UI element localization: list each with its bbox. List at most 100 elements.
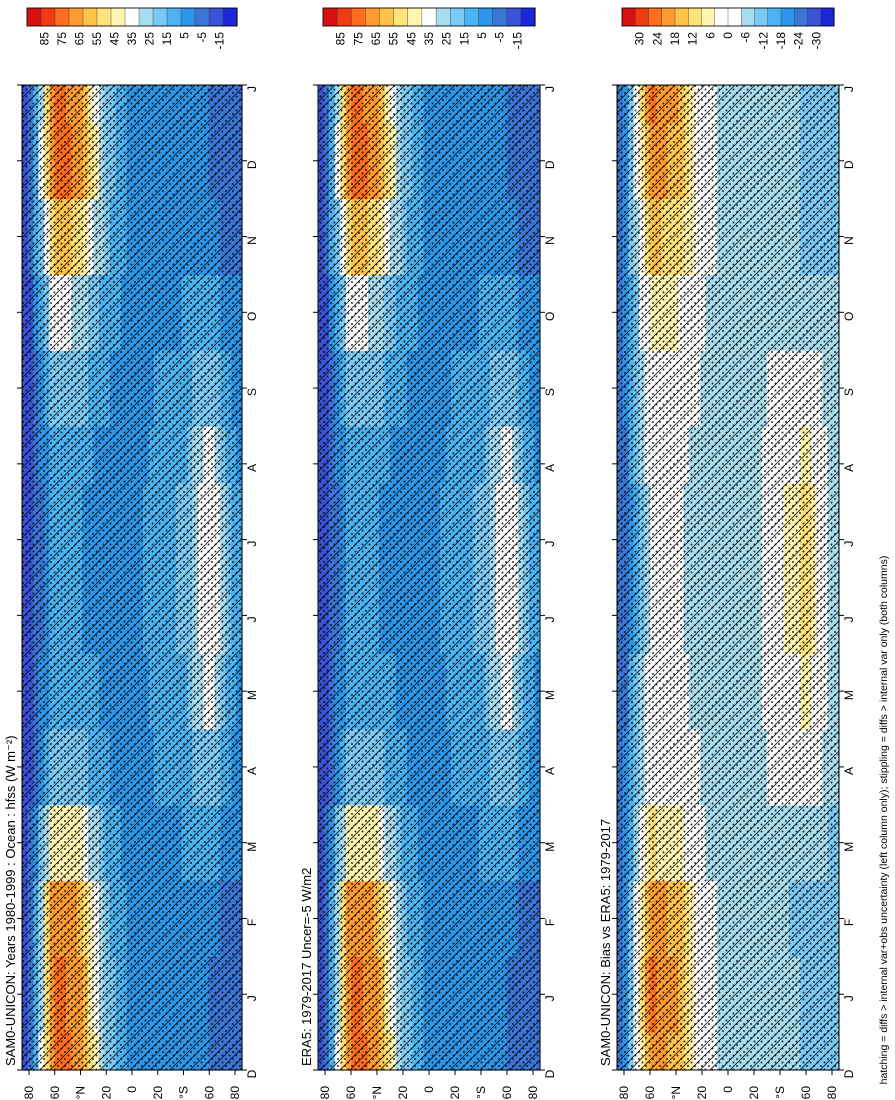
colorbar-swatch: [96, 7, 112, 27]
colorbar-label: 55: [90, 32, 104, 46]
hatch-overlay: [318, 85, 540, 1070]
month-label: D: [543, 1069, 557, 1078]
colorbar-swatch: [379, 7, 395, 27]
lat-label: °N: [74, 1086, 88, 1099]
colorbar-label: -15: [510, 32, 524, 50]
colorbar-swatch: [26, 7, 42, 27]
colorbar-swatch: [520, 7, 536, 27]
lat-label: 60: [202, 1086, 216, 1100]
colorbar-label: 85: [334, 32, 348, 46]
month-label: F: [543, 919, 557, 926]
month-label: J: [245, 995, 259, 1001]
colorbar-label: 45: [108, 32, 122, 46]
colorbar-swatch: [450, 7, 465, 27]
colorbar-swatch: [152, 7, 168, 27]
month-label: J: [543, 541, 557, 547]
colorbar-swatch: [351, 7, 366, 27]
colorbar-swatch: [138, 7, 154, 27]
month-label: J: [245, 616, 259, 622]
colorbar-label: -15: [213, 32, 227, 50]
lat-label: 0: [125, 1086, 139, 1093]
month-label: N: [245, 236, 259, 245]
lat-label: 80: [318, 1086, 332, 1100]
month-label: M: [543, 690, 557, 700]
month-label: A: [245, 767, 259, 775]
colorbar-label: -5: [493, 32, 507, 43]
colorbar-label: 25: [440, 32, 454, 46]
colorbar-swatch: [336, 7, 352, 27]
lat-label: 20: [448, 1086, 462, 1100]
month-label: S: [543, 388, 557, 396]
colorbar-label: 45: [404, 32, 418, 46]
colorbar-swatch: [180, 7, 196, 27]
month-label: A: [543, 464, 557, 472]
colorbar-label: 55: [387, 32, 401, 46]
lat-label: 80: [22, 1086, 36, 1100]
colorbar-swatch: [54, 7, 70, 27]
colorbar-label: 5: [178, 32, 192, 39]
colorbar-swatch: [166, 7, 182, 27]
lat-label: 80: [526, 1086, 540, 1100]
colorbar-swatch: [222, 7, 238, 27]
colorbar-swatch: [110, 7, 126, 27]
panel-title: ERA5: 1979-2017 Uncer=-5 W/m2: [299, 868, 314, 1066]
lat-label: °S: [177, 1086, 191, 1099]
colorbar-swatch: [393, 7, 409, 27]
colorbar-label: 75: [55, 32, 69, 46]
colorbar-swatch: [194, 7, 210, 27]
colorbar-label: 35: [125, 32, 139, 46]
colorbar-label: 15: [160, 32, 174, 46]
colorbar-swatch: [492, 7, 508, 27]
lat-label: °N: [370, 1086, 384, 1099]
colorbar-label: 65: [73, 32, 87, 46]
colorbar-swatch: [464, 7, 480, 27]
lat-label: °S: [474, 1086, 488, 1099]
lat-label: 20: [396, 1086, 410, 1100]
colorbar-label: 85: [38, 32, 52, 46]
colorbar-swatch: [322, 7, 338, 27]
colorbar-frame: [26, 7, 238, 27]
colorbar-swatch: [407, 7, 423, 27]
month-label: J: [245, 86, 259, 92]
hatch-overlay: [22, 85, 242, 1070]
colorbar-label: 65: [369, 32, 383, 46]
lat-label: 20: [99, 1086, 113, 1100]
colorbar-swatch: [365, 7, 381, 27]
month-label: M: [543, 842, 557, 852]
colorbar-swatch: [68, 7, 84, 27]
colorbar-swatch: [124, 7, 140, 27]
lat-label: 60: [48, 1086, 62, 1100]
month-label: O: [543, 312, 557, 321]
month-label: D: [245, 160, 259, 169]
month-label: M: [245, 842, 259, 852]
lat-label: 60: [500, 1086, 514, 1100]
colorbar-swatch: [478, 7, 494, 27]
lat-label: 0: [422, 1086, 436, 1093]
colorbar-swatch: [82, 7, 98, 27]
lat-label: 20: [151, 1086, 165, 1100]
month-label: S: [245, 388, 259, 396]
colorbar-swatch: [506, 7, 522, 27]
month-label: M: [245, 690, 259, 700]
month-label: A: [245, 464, 259, 472]
month-label: J: [245, 541, 259, 547]
colorbar-label: 15: [457, 32, 471, 46]
month-label: D: [543, 160, 557, 169]
colorbar-label: 5: [475, 32, 489, 39]
colorbar-label: 25: [143, 32, 157, 46]
lat-label: 60: [344, 1086, 358, 1100]
month-label: A: [543, 767, 557, 775]
colorbar-swatch: [435, 7, 451, 27]
colorbar-label: -5: [195, 32, 209, 43]
month-label: N: [543, 236, 557, 245]
colorbar-swatch: [40, 7, 56, 27]
lat-label: 80: [228, 1086, 242, 1100]
colorbar-frame: [322, 7, 536, 27]
month-label: J: [543, 86, 557, 92]
month-label: J: [543, 616, 557, 622]
